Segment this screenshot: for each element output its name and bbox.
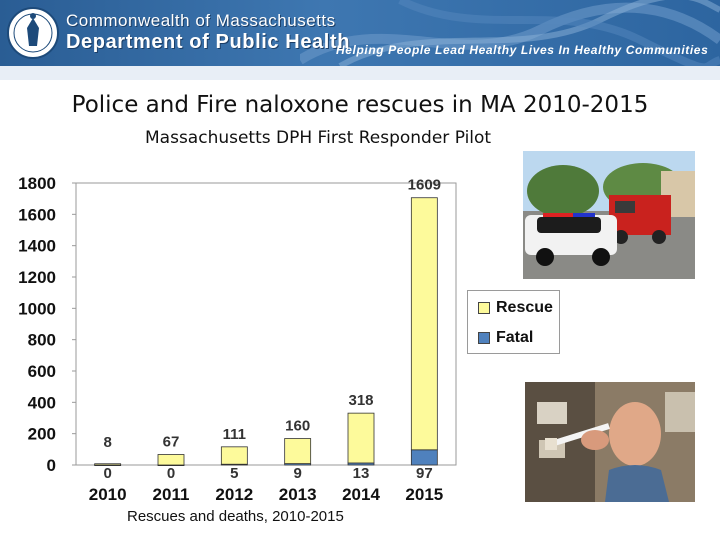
y-tick-label: 200	[28, 425, 56, 444]
slide-title: Police and Fire naloxone rescues in MA 2…	[71, 92, 649, 118]
data-label-fatal-2011: 0	[167, 465, 175, 482]
bar-rescue-2013	[284, 438, 312, 464]
slide-subtitle: Massachusetts DPH First Responder Pilot	[145, 128, 492, 148]
y-tick-label: 1000	[18, 299, 56, 318]
y-tick-label: 1400	[18, 237, 56, 256]
bar-rescue-2011	[157, 454, 185, 466]
y-tick-label: 1200	[18, 268, 56, 287]
bar-rescue-2014	[347, 412, 375, 464]
bar-rescue-2015	[410, 197, 438, 451]
x-tick-label-2012: 2012	[215, 485, 253, 504]
state-seal-logo	[7, 7, 59, 59]
agency-tagline: Helping People Lead Healthy Lives In Hea…	[336, 43, 709, 57]
chart-caption: Rescues and deaths, 2010-2015	[127, 508, 344, 525]
data-label-fatal-2010: 0	[103, 465, 111, 482]
x-tick-label-2015: 2015	[405, 485, 443, 504]
banner-bottom-strip	[0, 66, 720, 80]
data-label-fatal-2015: 97	[416, 465, 433, 482]
legend-swatch-fatal	[478, 332, 490, 344]
data-label-rescue-2015: 1609	[408, 177, 441, 194]
header-banner: Commonwealth of Massachusetts Department…	[0, 0, 720, 80]
data-label-rescue-2013: 160	[285, 418, 310, 435]
legend-label-rescue: Rescue	[496, 299, 553, 316]
data-label-rescue-2011: 67	[163, 434, 180, 451]
x-tick-label-2010: 2010	[89, 485, 127, 504]
police-fire-vehicles-photo	[523, 151, 695, 279]
banner-swirl-graphic	[300, 0, 720, 66]
legend-item-rescue: Rescue	[478, 297, 553, 319]
legend-label-fatal: Fatal	[496, 329, 534, 346]
y-tick-label: 400	[28, 393, 56, 412]
data-label-fatal-2012: 5	[230, 465, 238, 482]
data-label-fatal-2014: 13	[353, 465, 370, 482]
agency-name-line1: Commonwealth of Massachusetts	[66, 11, 336, 30]
agency-name-line2: Department of Public Health	[66, 31, 351, 53]
y-tick-label: 600	[28, 362, 56, 381]
bar-fatal-2015	[410, 449, 438, 466]
y-tick-label: 1800	[18, 174, 56, 193]
plot-area-border	[75, 182, 457, 466]
bar-rescue-2012	[220, 446, 248, 465]
legend-swatch-rescue	[478, 302, 490, 314]
y-tick-label: 800	[28, 331, 56, 350]
x-tick-label-2013: 2013	[279, 485, 317, 504]
chart-legend: Rescue Fatal	[467, 290, 560, 354]
data-label-rescue-2010: 8	[103, 434, 111, 451]
bar-rescue-2010	[94, 463, 122, 466]
data-label-rescue-2012: 111	[223, 426, 246, 443]
legend-item-fatal: Fatal	[478, 327, 533, 349]
x-tick-label-2011: 2011	[153, 485, 190, 504]
x-tick-label-2014: 2014	[342, 485, 380, 504]
y-tick-label: 0	[47, 456, 56, 475]
data-label-fatal-2013: 9	[293, 465, 301, 482]
data-label-rescue-2014: 318	[348, 392, 373, 409]
man-holding-syringe-photo	[525, 382, 695, 502]
y-tick-label: 1600	[18, 205, 56, 224]
